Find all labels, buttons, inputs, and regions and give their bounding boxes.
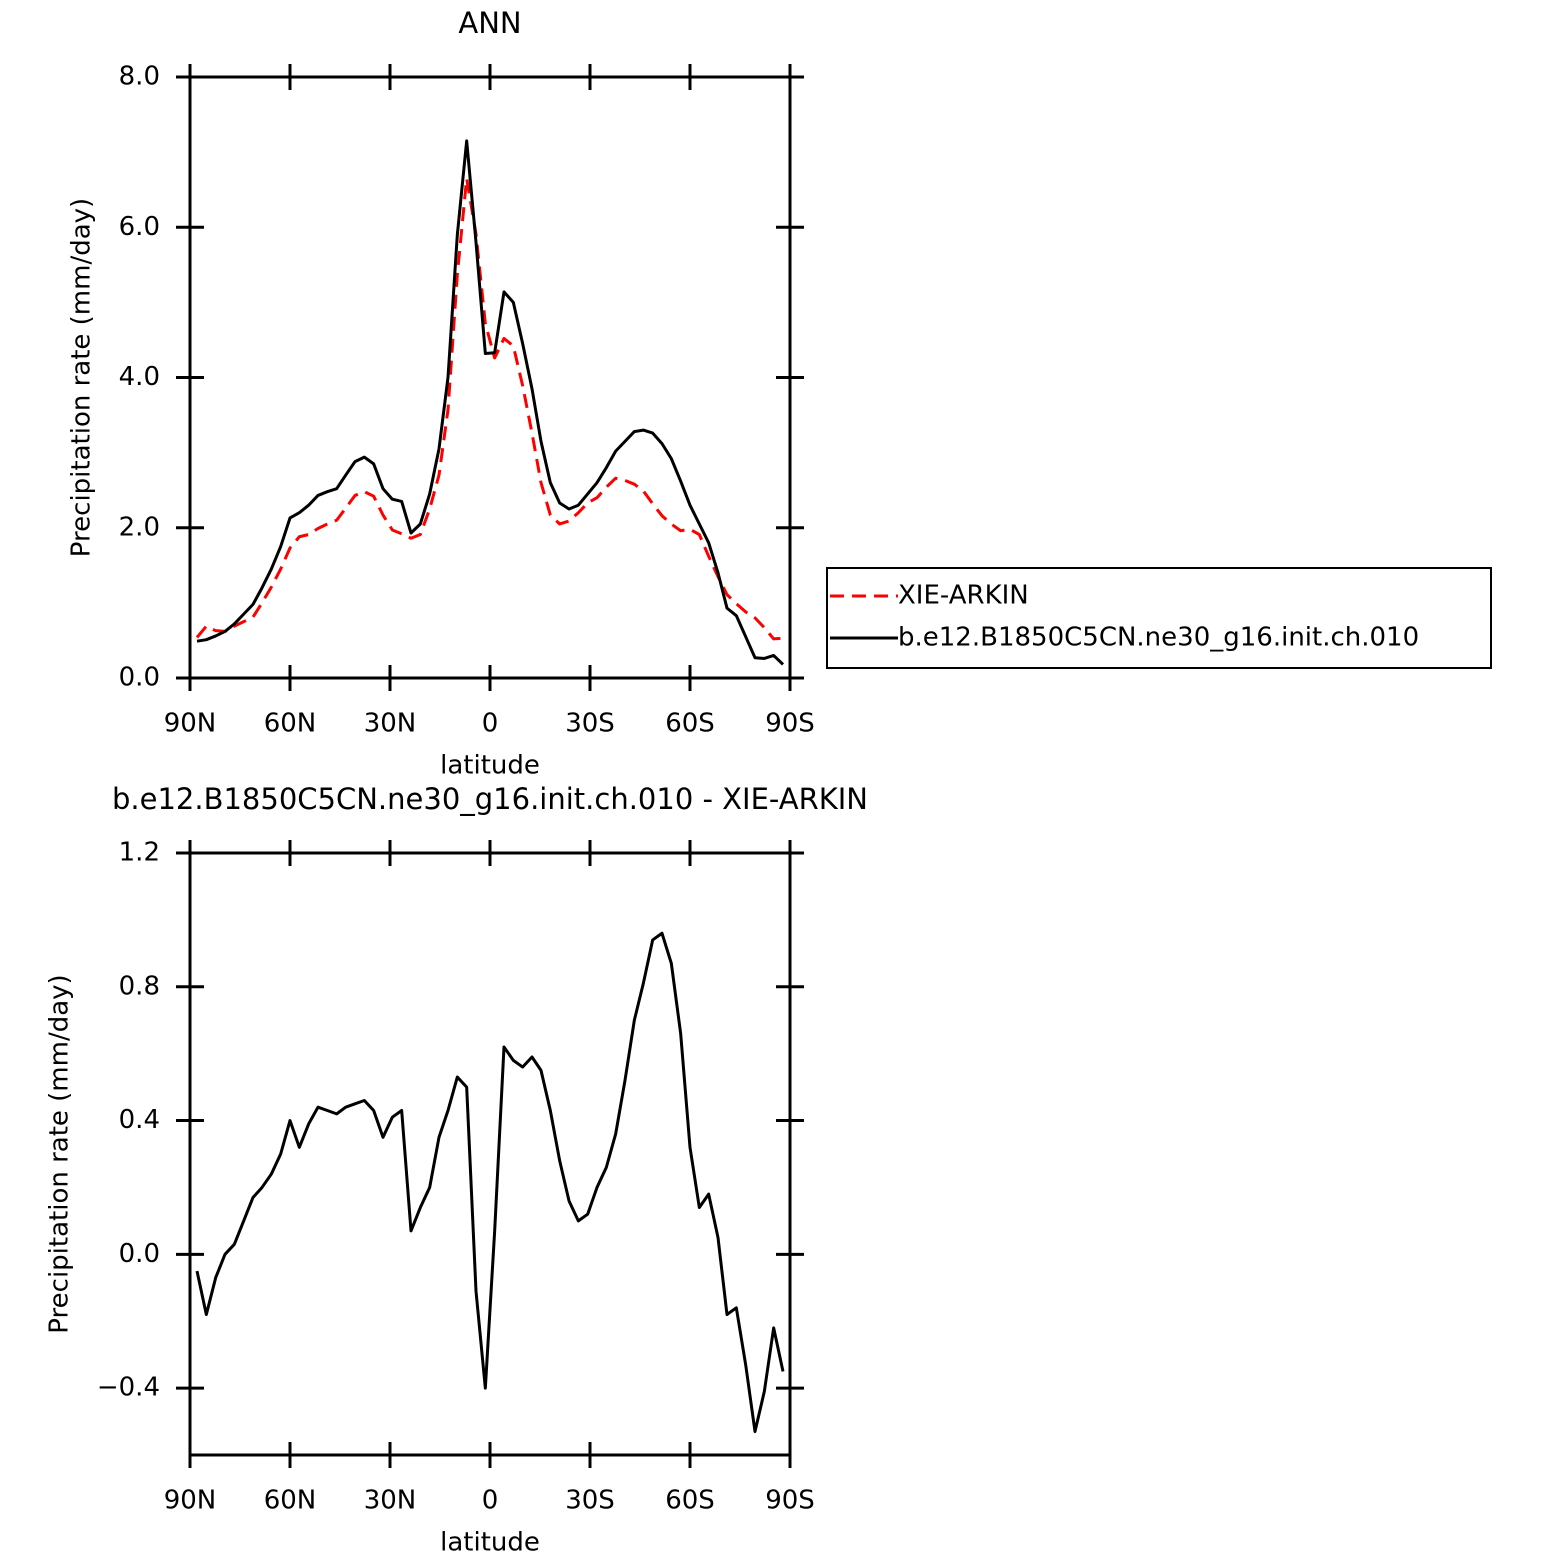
chart-title: ANN xyxy=(458,6,521,40)
y-tick-label: 0.4 xyxy=(119,1105,160,1135)
y-tick-label: 0.8 xyxy=(119,971,160,1001)
y-tick-label: −0.4 xyxy=(97,1373,160,1403)
x-tick-label: 30N xyxy=(364,1486,417,1516)
x-axis-label: latitude xyxy=(440,751,540,781)
x-tick-label: 60S xyxy=(665,1486,715,1516)
y-tick-label: 6.0 xyxy=(119,212,160,242)
x-tick-label: 30N xyxy=(364,709,417,739)
y-tick-label: 0.0 xyxy=(119,1239,160,1269)
x-tick-label: 30S xyxy=(565,709,615,739)
x-tick-label: 0 xyxy=(482,709,499,739)
x-tick-label: 30S xyxy=(565,1486,615,1516)
y-tick-label: 4.0 xyxy=(119,362,160,392)
plot-frame xyxy=(188,75,792,680)
legend-box xyxy=(826,567,1492,669)
x-tick-label: 60S xyxy=(665,709,715,739)
data-line xyxy=(195,931,785,1434)
x-tick-label: 0 xyxy=(482,1486,499,1516)
y-tick-label: 0.0 xyxy=(119,663,160,693)
x-axis-label: latitude xyxy=(440,1528,540,1558)
x-tick-label: 90N xyxy=(164,709,217,739)
x-tick-label: 60N xyxy=(264,1486,317,1516)
x-tick-label: 90S xyxy=(765,1486,815,1516)
data-line xyxy=(195,176,784,641)
x-tick-label: 90N xyxy=(164,1486,217,1516)
x-tick-label: 60N xyxy=(264,709,317,739)
y-tick-label: 2.0 xyxy=(119,512,160,542)
legend-label: XIE-ARKIN xyxy=(898,581,1029,611)
y-tick-label: 1.2 xyxy=(119,838,160,868)
legend-label: b.e12.B1850C5CN.ne30_g16.init.ch.010 xyxy=(898,623,1419,653)
y-axis-label: Precipitation rate (mm/day) xyxy=(67,198,97,557)
data-line xyxy=(196,139,785,666)
x-tick-label: 90S xyxy=(765,709,815,739)
y-tick-label: 8.0 xyxy=(119,62,160,92)
chart-title: b.e12.B1850C5CN.ne30_g16.init.ch.010 - X… xyxy=(112,782,868,816)
y-axis-label: Precipitation rate (mm/day) xyxy=(45,974,75,1333)
